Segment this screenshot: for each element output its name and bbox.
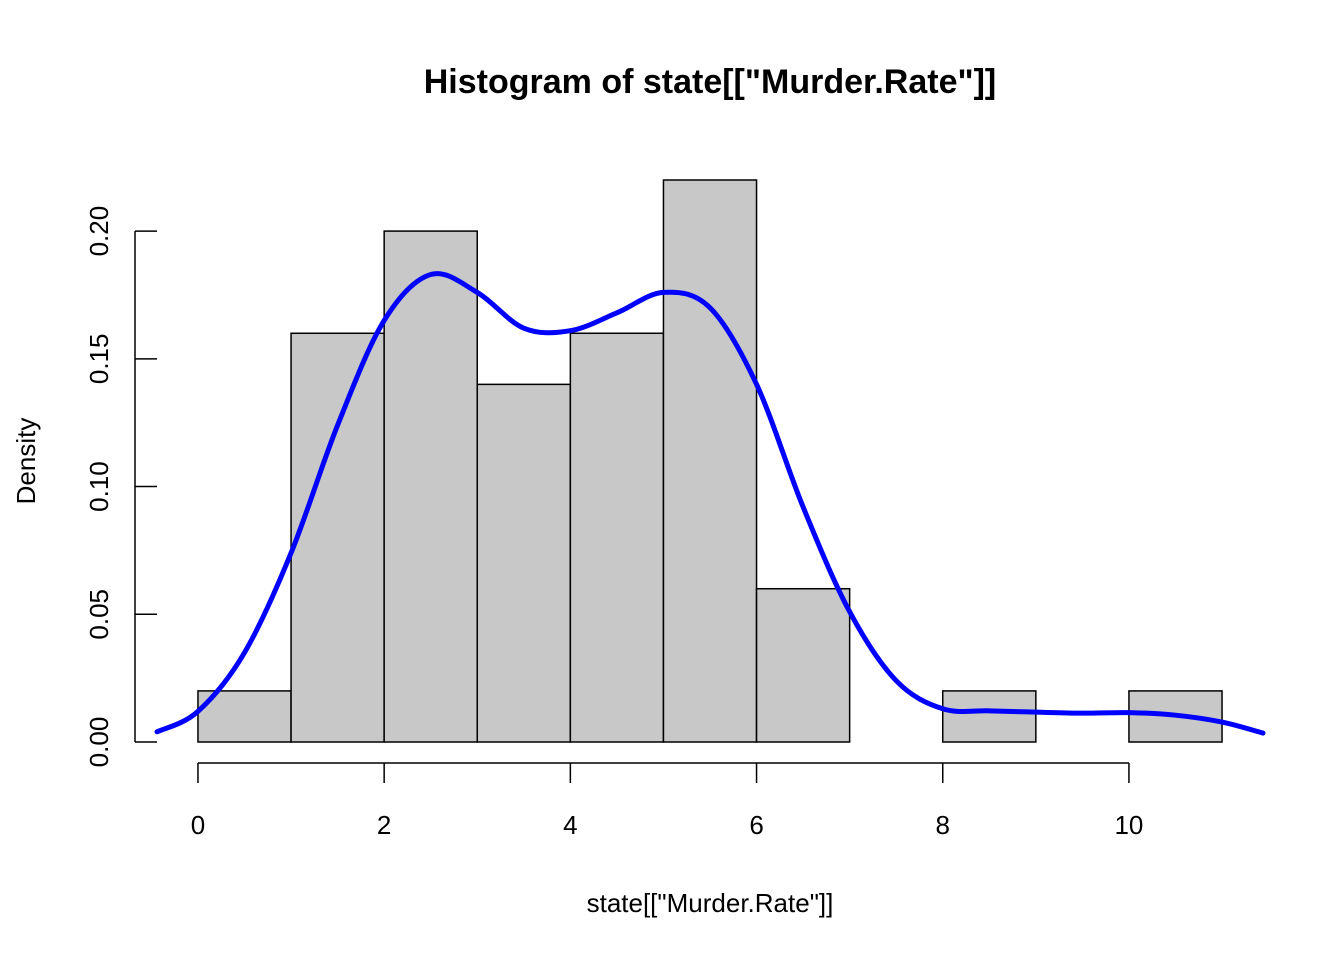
y-tick-label: 0.05 <box>84 589 114 640</box>
histogram-bar-4 <box>569 332 665 743</box>
y-tick-label: 0.10 <box>84 461 114 512</box>
histogram-bar-2 <box>383 230 479 743</box>
y-tick-label: 0.20 <box>84 206 114 257</box>
x-tick-label: 0 <box>191 810 205 840</box>
x-tick-label: 6 <box>749 810 763 840</box>
x-axis: 0 2 4 6 8 10 <box>191 762 1143 840</box>
histogram-bar-8 <box>941 690 1037 743</box>
y-tick-label: 0.00 <box>84 717 114 768</box>
chart-title: Histogram of state[["Murder.Rate"]] <box>424 63 997 101</box>
x-tick-label: 8 <box>936 810 950 840</box>
histogram-bar-3 <box>476 383 572 743</box>
histogram-bar-5 <box>662 179 758 743</box>
x-axis-label: state[["Murder.Rate"]] <box>587 888 834 918</box>
histogram-bars <box>197 179 1223 743</box>
histogram-bar-0 <box>197 690 292 743</box>
x-tick-label: 4 <box>563 810 577 840</box>
y-axis-label: Density <box>11 418 41 505</box>
y-tick-label: 0.15 <box>84 334 114 385</box>
x-tick-label: 10 <box>1114 810 1143 840</box>
histogram-bar-6 <box>755 587 851 743</box>
y-axis: 0.00 0.05 0.10 0.15 0.20 <box>84 206 157 768</box>
density-curve <box>154 271 1266 736</box>
histogram-bar-1 <box>290 332 385 743</box>
x-tick-label: 2 <box>377 810 391 840</box>
